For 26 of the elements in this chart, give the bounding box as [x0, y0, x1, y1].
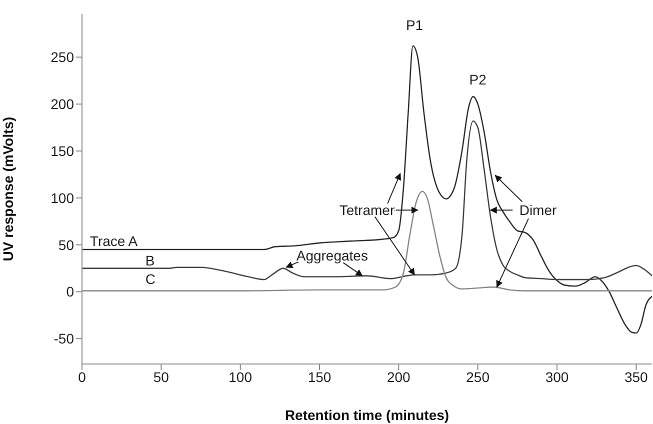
- x-tick-label: 300: [545, 368, 569, 385]
- x-tick-label: 350: [624, 368, 648, 385]
- line-series: [82, 45, 652, 334]
- x-tick-label: 250: [466, 368, 490, 385]
- y-tick-label: 250: [50, 49, 74, 66]
- y-axis-title: UV response (mVolts): [0, 116, 16, 262]
- series-label: Trace A: [90, 232, 138, 249]
- series-label: C: [145, 271, 156, 288]
- y-tick-label: -50: [54, 330, 74, 347]
- y-tick-label: 200: [50, 96, 74, 112]
- y-tick-label: 100: [50, 190, 74, 206]
- x-tick-label: 200: [386, 368, 411, 385]
- annotation: P1: [406, 16, 424, 33]
- x-tick-label: 50: [153, 368, 170, 385]
- x-tick-label: 100: [228, 368, 252, 385]
- annotation: Tetramer: [339, 202, 395, 218]
- annotation: Aggregates: [296, 248, 368, 264]
- annotation: Dimer: [519, 202, 557, 218]
- x-tick-label: 150: [308, 368, 332, 385]
- series-label: B: [145, 252, 155, 268]
- annotation: P2: [469, 71, 487, 88]
- y-tick-label: 150: [50, 142, 74, 159]
- y-tick-label: 0: [66, 284, 74, 300]
- y-tick-label: 50: [58, 236, 74, 253]
- x-tick-label: 0: [78, 368, 86, 385]
- x-axis-title: Retention time (minutes): [284, 407, 450, 423]
